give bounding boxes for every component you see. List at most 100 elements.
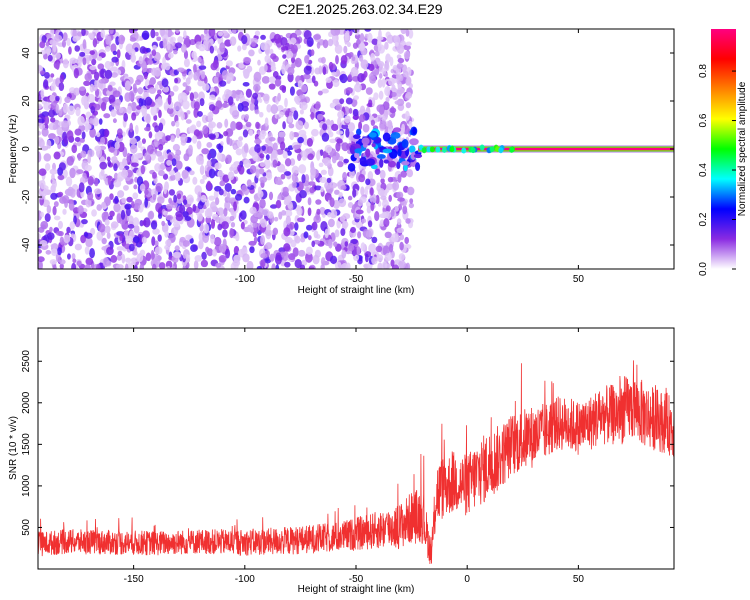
heatmap-cell xyxy=(385,96,390,103)
heatmap-cell xyxy=(203,29,208,35)
heatmap-cell xyxy=(141,138,146,144)
heatmap-cell xyxy=(52,124,57,131)
heatmap-cell xyxy=(344,36,350,41)
heatmap-cell xyxy=(105,89,114,97)
heatmap-cell xyxy=(289,86,295,96)
heatmap-cell xyxy=(131,162,139,168)
heatmap-cell xyxy=(98,78,106,84)
heatmap-cell xyxy=(303,65,312,75)
heatmap-cell xyxy=(227,96,234,106)
heatmap-cell xyxy=(89,50,95,55)
colorbar-ticks: 0.0 0.2 0.4 0.6 0.8 xyxy=(698,64,736,276)
heatmap-cell xyxy=(132,192,139,200)
heatmap-cell xyxy=(134,124,139,135)
heatmap-cell xyxy=(126,196,133,203)
heatmap-cell xyxy=(43,153,52,162)
carrier-blob xyxy=(509,146,515,153)
heatmap-cell xyxy=(350,226,356,234)
heatmap-cell xyxy=(104,60,112,70)
heatmap-cell xyxy=(362,123,370,133)
heatmap-cell xyxy=(253,212,262,218)
heatmap-cell xyxy=(270,104,279,115)
heatmap-cell xyxy=(331,123,339,132)
heatmap-cell xyxy=(287,116,293,123)
heatmap-cell xyxy=(152,228,160,235)
heatmap-cell xyxy=(342,171,348,181)
heatmap-cell xyxy=(98,118,103,125)
heatmap-cell xyxy=(145,47,151,53)
heatmap-cell xyxy=(106,156,111,162)
heatmap-cell xyxy=(67,253,71,260)
heatmap-cell xyxy=(40,88,45,99)
carrier-blob xyxy=(426,146,432,153)
heatmap-cell xyxy=(250,41,257,47)
heatmap-cell xyxy=(408,120,413,130)
heatmap-cell xyxy=(293,144,301,150)
heatmap-cell xyxy=(90,227,96,236)
heatmap-cell xyxy=(243,143,249,153)
heatmap-cell xyxy=(137,87,144,95)
heatmap-cell xyxy=(38,168,47,176)
heatmap-cell xyxy=(102,257,110,268)
heatmap-cell xyxy=(142,230,150,239)
heatmap-cell xyxy=(369,75,377,84)
heatmap-cell xyxy=(368,63,375,72)
carrier-blob xyxy=(461,147,467,154)
heatmap-cell xyxy=(132,217,140,227)
chart-title: C2E1.2025.263.02.34.E29 xyxy=(277,1,442,17)
heatmap-cell xyxy=(391,78,398,83)
heatmap-cell xyxy=(238,136,244,141)
heatmap-cell xyxy=(213,76,220,84)
heatmap-cell xyxy=(215,216,221,224)
heatmap-cell xyxy=(354,152,360,159)
heatmap-cell xyxy=(166,41,171,51)
heatmap-cell xyxy=(67,105,75,116)
heatmap-cell xyxy=(96,263,101,269)
heatmap-cell xyxy=(39,70,45,75)
heatmap-cell xyxy=(41,111,50,117)
heatmap-cell xyxy=(247,224,253,233)
heatmap-cell xyxy=(50,192,58,200)
heatmap-cell xyxy=(286,150,292,156)
heatmap-cell xyxy=(113,202,121,213)
heatmap-cell xyxy=(352,134,361,140)
heatmap-cell xyxy=(397,173,402,183)
heatmap-cell xyxy=(59,236,64,245)
heatmap-cell xyxy=(338,156,344,162)
heatmap-cell xyxy=(144,151,151,161)
heatmap-cell xyxy=(185,77,191,85)
colorbar-gradient xyxy=(711,29,736,269)
heatmap-cell xyxy=(230,120,237,131)
heatmap-cell xyxy=(57,174,65,180)
heatmap-cell xyxy=(253,71,262,82)
heatmap-cell xyxy=(49,226,53,233)
heatmap-cell xyxy=(272,227,279,236)
heatmap-cell xyxy=(364,253,369,263)
heatmap-cell xyxy=(45,41,50,47)
heatmap-cell xyxy=(143,72,148,80)
heatmap-cell xyxy=(83,80,91,87)
heatmap-cell xyxy=(319,149,324,156)
heatmap-cell xyxy=(261,75,270,84)
heatmap-cell xyxy=(139,263,145,269)
heatmap-cell xyxy=(104,225,111,234)
heatmap-cell xyxy=(162,173,169,180)
heatmap-cell xyxy=(133,224,140,234)
heatmap-cell xyxy=(164,62,171,71)
heatmap-cell xyxy=(401,160,410,166)
heatmap-cell xyxy=(228,138,233,147)
heatmap-cell xyxy=(208,29,216,38)
heatmap-cell xyxy=(396,161,401,170)
heatmap-cell xyxy=(38,256,45,263)
heatmap-cell xyxy=(379,158,384,168)
heatmap-cell xyxy=(322,39,329,49)
heatmap-cell xyxy=(340,55,348,65)
heatmap-cell xyxy=(357,199,363,207)
heatmap-cell xyxy=(109,210,115,217)
heatmap-cell xyxy=(260,259,266,268)
heatmap-cell xyxy=(84,164,92,172)
heatmap-cell xyxy=(276,104,284,112)
heatmap-cell xyxy=(360,186,365,196)
heatmap-cell xyxy=(284,261,291,268)
heatmap-cell xyxy=(387,176,394,183)
